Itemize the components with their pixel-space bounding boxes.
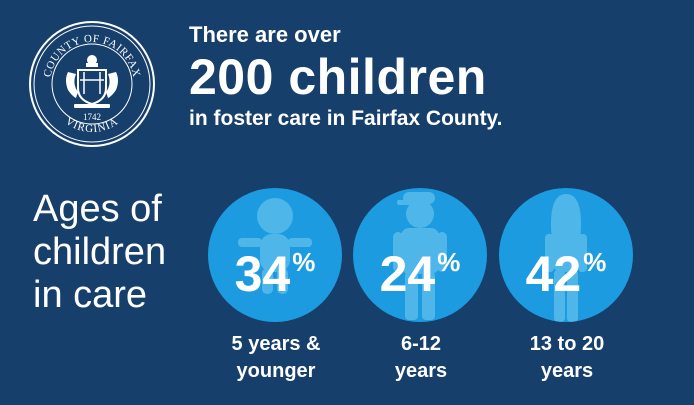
stat-caption: 6-12 years bbox=[353, 331, 489, 385]
headline-intro: There are over bbox=[189, 22, 341, 47]
stat-caption: 5 years & younger bbox=[208, 331, 344, 385]
caption-line: years bbox=[394, 360, 448, 382]
headline: There are over 200 children in foster ca… bbox=[189, 22, 503, 132]
seal-year: 1742 bbox=[83, 112, 101, 122]
stat-percent: 42% bbox=[499, 234, 633, 302]
percent-sign: % bbox=[437, 247, 461, 277]
caption-line: 6-12 bbox=[400, 333, 442, 355]
caption-line: years bbox=[540, 360, 594, 382]
stat-value: 34 bbox=[234, 246, 291, 302]
caption-line: 5 years & bbox=[231, 333, 321, 355]
teen-silhouette-icon bbox=[545, 194, 587, 322]
stat-card-young: 34% 5 years & younger bbox=[208, 188, 344, 385]
stat-card-teen: 42% 13 to 20 years bbox=[499, 188, 635, 385]
crest-icon bbox=[66, 55, 118, 108]
ages-label-line: in care bbox=[33, 274, 148, 316]
stat-circle: 24% bbox=[353, 188, 487, 322]
stat-value: 42 bbox=[525, 246, 582, 302]
child-silhouette-icon bbox=[393, 192, 447, 320]
svg-text:VIRGINIA: VIRGINIA bbox=[63, 115, 121, 135]
seal-bottom-text: VIRGINIA bbox=[63, 115, 120, 135]
headline-detail: in foster care in Fairfax County. bbox=[189, 107, 503, 130]
caption-line: younger bbox=[236, 360, 316, 382]
percent-sign: % bbox=[292, 247, 316, 277]
stat-card-child: 24% 6-12 years bbox=[353, 188, 489, 385]
stat-percent: 24% bbox=[353, 234, 487, 302]
stat-percent: 34% bbox=[208, 234, 342, 302]
percent-sign: % bbox=[583, 247, 607, 277]
ages-label: Ages of children in care bbox=[33, 188, 166, 317]
county-seal: COUNTY OF FAIRFAX VIRGINIA 1742 bbox=[28, 20, 156, 148]
ages-label-line: Ages of bbox=[33, 188, 162, 230]
stat-caption: 13 to 20 years bbox=[499, 331, 635, 385]
caption-line: 13 to 20 bbox=[529, 333, 605, 355]
stat-value: 24 bbox=[379, 246, 436, 302]
baby-silhouette-icon bbox=[238, 198, 312, 294]
ages-label-line: children bbox=[33, 231, 167, 273]
stat-circle: 42% bbox=[499, 188, 633, 322]
headline-count: 200 children bbox=[189, 49, 487, 105]
stat-circle: 34% bbox=[208, 188, 342, 322]
